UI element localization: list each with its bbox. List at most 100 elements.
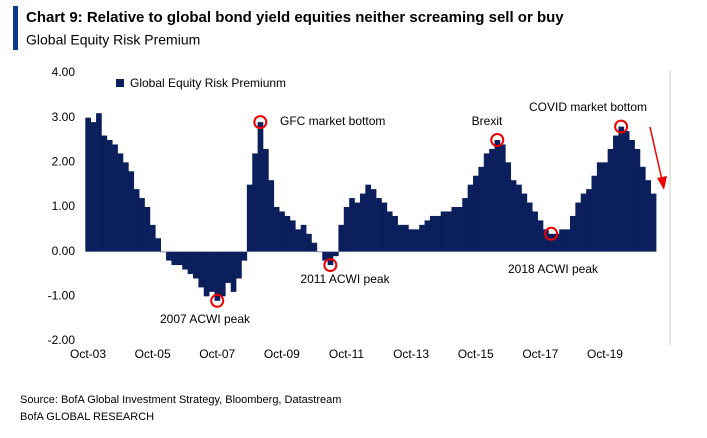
bar (494, 140, 501, 252)
bar (413, 229, 420, 252)
bar (446, 211, 452, 252)
annotation: 2011 ACWI peak (300, 272, 390, 286)
bar (559, 229, 565, 252)
y-tick-label: 0.00 (52, 244, 76, 258)
bar (85, 117, 91, 252)
bar (338, 224, 345, 252)
bar (596, 162, 603, 252)
y-tick-label: 4.00 (52, 65, 76, 79)
bar (354, 202, 361, 252)
bar (273, 207, 280, 252)
bar (505, 162, 512, 252)
bar (392, 215, 398, 252)
x-tick-label: Oct-11 (329, 347, 364, 361)
annotation-circle (210, 293, 225, 308)
legend-swatch (116, 79, 124, 87)
bar (279, 211, 285, 252)
annotation: 2018 ACWI peak (508, 262, 599, 276)
x-tick-label: Oct-05 (135, 347, 171, 361)
bar (133, 189, 140, 252)
bar (96, 113, 102, 252)
bar (171, 251, 178, 266)
x-tick-label: Oct-03 (70, 347, 106, 361)
bar (483, 153, 490, 252)
bar (187, 251, 194, 274)
bar (403, 224, 409, 252)
bar (155, 238, 161, 252)
bar (435, 215, 442, 252)
bar (580, 193, 587, 252)
bar (510, 180, 517, 252)
bar (473, 175, 479, 252)
bar (230, 251, 237, 292)
bar (101, 135, 108, 252)
bar (467, 184, 474, 252)
bar (263, 148, 269, 252)
bar (236, 251, 242, 279)
bar (618, 126, 625, 252)
bar (478, 166, 485, 252)
bar (634, 148, 641, 252)
bar (532, 211, 538, 252)
bar (246, 184, 253, 252)
bar (613, 135, 619, 252)
legend-label: Global Equity Risk Premiunm (130, 76, 286, 90)
bar (117, 153, 124, 252)
bar (429, 215, 436, 252)
bar (462, 198, 468, 252)
annotation: GFC market bottom (280, 114, 385, 128)
bar (607, 148, 614, 252)
bar (289, 220, 296, 252)
bar (193, 251, 199, 279)
bar (343, 207, 350, 252)
bar (456, 207, 463, 252)
bar (219, 251, 226, 297)
annotation: Brexit (472, 114, 503, 128)
bar (225, 251, 232, 283)
bar (112, 144, 118, 252)
bar (451, 207, 458, 252)
y-tick-label: 2.00 (52, 155, 76, 169)
bar (564, 229, 571, 252)
bar (602, 162, 608, 252)
bar (397, 224, 404, 252)
y-tick-label: 1.00 (52, 199, 76, 213)
trend-arrow (649, 126, 663, 181)
bar (316, 251, 323, 253)
footer: BofA GLOBAL RESEARCH (20, 411, 154, 423)
title-accent (13, 6, 18, 50)
bar (209, 251, 215, 292)
x-tick-label: Oct-13 (393, 347, 429, 361)
bar (623, 131, 630, 252)
bar (569, 215, 576, 252)
bar (311, 242, 318, 252)
bar (440, 211, 447, 252)
bar (149, 224, 156, 252)
bar (139, 198, 145, 252)
bar (489, 148, 495, 252)
bar (128, 171, 135, 252)
bar (214, 251, 221, 301)
bar (521, 193, 528, 252)
bar (645, 180, 652, 252)
bar (198, 251, 205, 288)
bar (526, 202, 533, 252)
bar (591, 175, 598, 252)
bar (322, 251, 328, 261)
bar (333, 251, 339, 257)
bar (586, 189, 592, 252)
bar (359, 193, 366, 252)
annotation-circle (490, 133, 505, 147)
bar (166, 251, 172, 261)
bar (537, 220, 544, 252)
bar (252, 153, 258, 252)
y-tick-label: 3.00 (52, 110, 76, 124)
x-tick-label: Oct-19 (587, 347, 623, 361)
annotation-circle (614, 119, 629, 134)
bar (629, 140, 635, 252)
bar (306, 233, 312, 252)
y-tick-label: -2.00 (48, 333, 76, 347)
bar (123, 162, 129, 252)
annotation-circle (544, 226, 559, 241)
annotation-circle (323, 258, 338, 273)
